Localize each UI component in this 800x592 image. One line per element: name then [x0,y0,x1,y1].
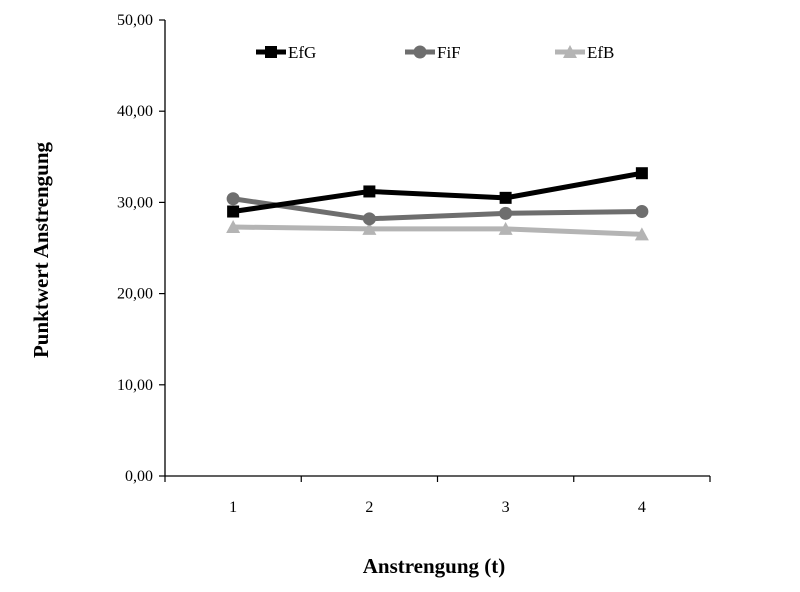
y-tick-label: 0,00 [125,468,153,485]
data-point-efg [635,167,648,180]
y-tick-label: 20,00 [117,286,153,303]
x-axis-title: Anstrengung (t) [363,554,506,578]
legend-label-efg: EfG [288,43,316,62]
data-point-efb [362,221,377,235]
data-point-efb [498,221,513,235]
x-tick-label: 4 [638,499,646,516]
data-point-efg [499,191,512,204]
series-line-efb [233,224,642,237]
data-point-fif [499,206,513,220]
legend-marker-fif [413,45,427,59]
data-point-fif [226,192,240,206]
y-tick-label: 40,00 [117,103,153,120]
data-point-efb [226,220,241,234]
legend-label-fif: FiF [437,43,461,62]
data-point-efb [634,227,649,241]
data-point-efg [227,205,240,218]
y-tick-label: 30,00 [117,194,153,211]
x-tick-label: 2 [365,499,373,516]
x-tick-label: 3 [502,499,510,516]
legend: EfG FiF EfB [256,43,614,62]
data-point-efg [363,185,376,198]
legend-label-efb: EfB [587,43,614,62]
data-point-fif [362,212,376,226]
x-tick-label: 1 [229,499,237,516]
y-axis-title: Punktwert Anstrengung [29,141,53,358]
y-tick-label: 10,00 [117,377,153,394]
legend-marker-efg [265,46,277,58]
data-point-fif [635,205,649,219]
series-line-fif [232,196,642,222]
y-tick-label: 50,00 [117,12,153,29]
legend-marker-efb [563,45,577,58]
plot-area: 0,00 10,00 20,00 30,00 40,00 50,00 1 2 3 4 [117,12,711,516]
series-line-efg [232,170,643,214]
